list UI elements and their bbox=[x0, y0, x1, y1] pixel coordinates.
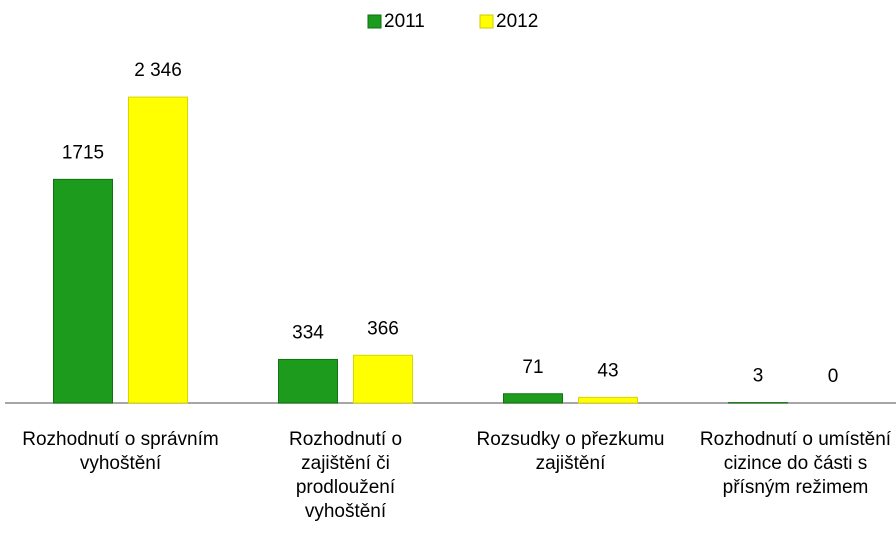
x-tick-label: Rozsudky o přezkumu zajištění bbox=[476, 429, 665, 474]
x-tick-label: Rozhodnutí o správním vyhoštění bbox=[22, 429, 219, 474]
x-tick-label: Rozhodnutí o umístění cizince do části s… bbox=[699, 429, 892, 498]
value-label: 0 bbox=[828, 366, 839, 387]
bar bbox=[503, 393, 563, 404]
value-label: 2 346 bbox=[134, 60, 182, 81]
value-label: 3 bbox=[753, 366, 764, 387]
bar bbox=[128, 96, 188, 404]
bar bbox=[278, 358, 338, 404]
value-label: 43 bbox=[597, 360, 618, 381]
bar bbox=[578, 396, 638, 404]
x-tick-label: Rozhodnutí o zajištění či prodloužení vy… bbox=[288, 429, 403, 522]
legend-label: 2012 bbox=[496, 11, 538, 32]
bar bbox=[53, 178, 113, 404]
bar bbox=[353, 354, 413, 404]
value-label: 71 bbox=[522, 357, 543, 378]
legend-label: 2011 bbox=[384, 11, 425, 32]
value-label: 1715 bbox=[62, 142, 104, 163]
value-label: 366 bbox=[367, 318, 399, 339]
legend-swatch bbox=[367, 14, 382, 29]
legend-swatch bbox=[479, 14, 494, 29]
value-label: 334 bbox=[292, 322, 324, 343]
